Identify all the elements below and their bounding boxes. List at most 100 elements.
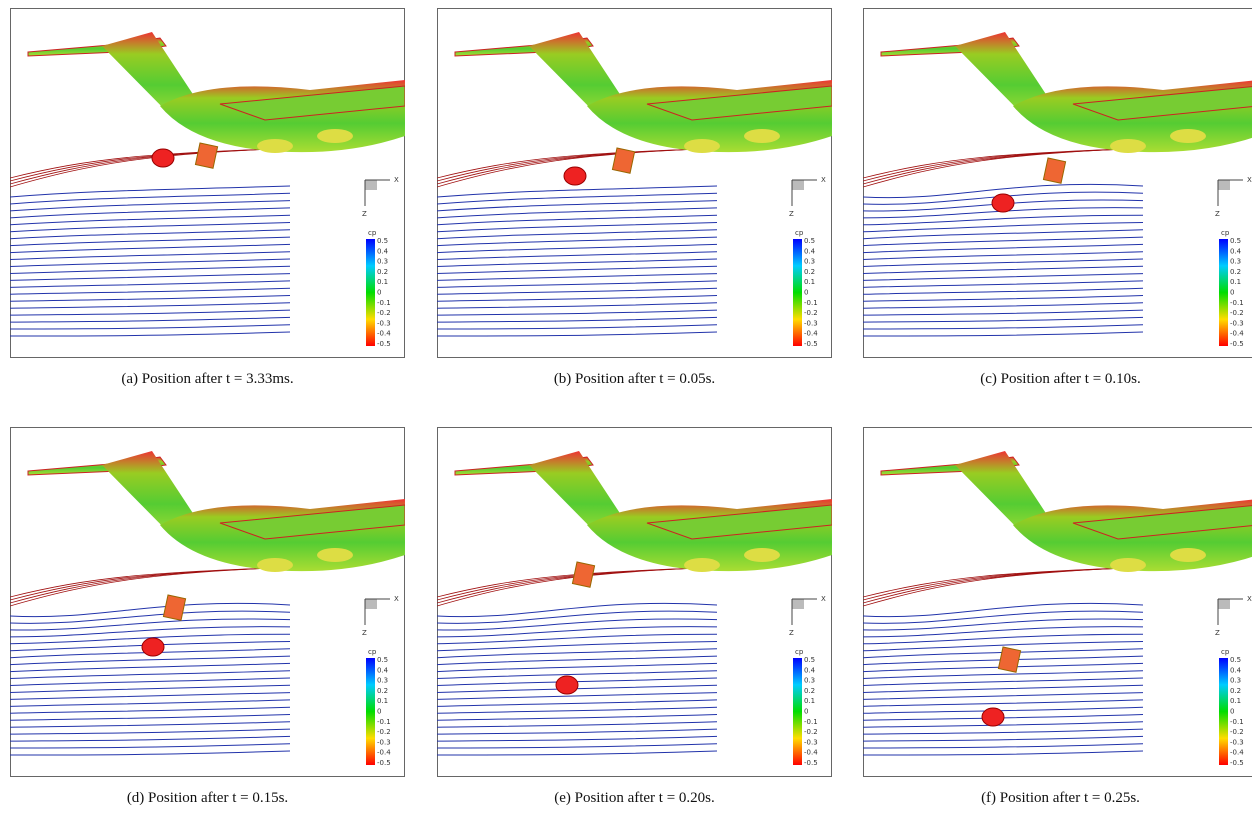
axes-box [1218, 599, 1230, 609]
colorbar-label: -0.3 [377, 319, 391, 327]
caption: (b) Position after t = 0.05s. [437, 371, 832, 388]
colorbar-label: 0.4 [804, 247, 816, 255]
figure: XZcp0.50.40.30.20.10-0.1-0.2-0.3-0.4-0.5… [0, 0, 1252, 814]
caption: (f) Position after t = 0.25s. [863, 790, 1252, 807]
colorbar-label: 0.1 [377, 278, 388, 286]
engine [744, 548, 780, 562]
colorbar-label: -0.4 [1230, 749, 1244, 757]
colorbar-label: 0.3 [377, 258, 388, 266]
colorbar-label: 0 [1230, 289, 1234, 297]
colorbar-label: 0.2 [377, 687, 388, 695]
caption: (c) Position after t = 0.10s. [863, 371, 1252, 388]
colorbar-title: cp [1221, 648, 1230, 656]
store-sphere [982, 708, 1004, 726]
colorbar-label: 0.5 [377, 237, 388, 245]
colorbar-label: -0.5 [1230, 759, 1244, 767]
axis-z-label: Z [362, 629, 367, 637]
colorbar-label: 0.2 [1230, 268, 1241, 276]
colorbar-label: 0.1 [804, 278, 815, 286]
colorbar-label: -0.1 [1230, 299, 1244, 307]
axis-z-label: Z [789, 629, 794, 637]
panel: XZcp0.50.40.30.20.10-0.1-0.2-0.3-0.4-0.5 [437, 427, 832, 777]
store-box [572, 562, 594, 587]
colorbar-title: cp [795, 648, 804, 656]
axes-box [365, 599, 377, 609]
store-box [998, 647, 1020, 672]
colorbar-label: -0.5 [804, 340, 818, 348]
colorbar-label: -0.2 [377, 309, 391, 317]
panel: XZcp0.50.40.30.20.10-0.1-0.2-0.3-0.4-0.5 [10, 427, 405, 777]
engine [684, 139, 720, 153]
axis-z-label: Z [362, 210, 367, 218]
colorbar [1219, 658, 1228, 765]
store-sphere [564, 167, 586, 185]
colorbar-label: -0.1 [804, 718, 818, 726]
axes-box [365, 180, 377, 190]
colorbar-label: 0.3 [1230, 258, 1241, 266]
engine [257, 139, 293, 153]
engine [1110, 558, 1146, 572]
colorbar-label: -0.5 [804, 759, 818, 767]
axis-x-label: X [821, 176, 826, 184]
engine [317, 129, 353, 143]
colorbar-label: -0.5 [377, 340, 391, 348]
axes-box [792, 180, 804, 190]
colorbar-label: 0.1 [377, 697, 388, 705]
colorbar-label: 0.1 [804, 697, 815, 705]
axis-z-label: Z [1215, 210, 1220, 218]
store-box [163, 595, 185, 620]
colorbar-label: 0.4 [377, 666, 389, 674]
colorbar-label: 0 [804, 289, 808, 297]
panel-render: XZcp0.50.40.30.20.10-0.1-0.2-0.3-0.4-0.5 [10, 8, 405, 358]
store-sphere [142, 638, 164, 656]
colorbar-label: 0.2 [1230, 687, 1241, 695]
store-box [612, 148, 634, 173]
colorbar-label: 0.4 [804, 666, 816, 674]
colorbar-label: -0.5 [1230, 340, 1244, 348]
colorbar-label: -0.3 [1230, 738, 1244, 746]
colorbar-label: 0.2 [804, 268, 815, 276]
colorbar-label: 0.5 [377, 656, 388, 664]
panel: XZcp0.50.40.30.20.10-0.1-0.2-0.3-0.4-0.5 [863, 8, 1252, 358]
colorbar-title: cp [368, 229, 377, 237]
colorbar-label: -0.4 [1230, 330, 1244, 338]
colorbar-label: -0.4 [377, 749, 391, 757]
axis-x-label: X [1247, 176, 1252, 184]
axis-z-label: Z [1215, 629, 1220, 637]
colorbar-label: -0.3 [804, 319, 818, 327]
panel-render: XZcp0.50.40.30.20.10-0.1-0.2-0.3-0.4-0.5 [863, 8, 1252, 358]
engine [317, 548, 353, 562]
colorbar-label: 0.1 [1230, 278, 1241, 286]
colorbar [366, 658, 375, 765]
colorbar-label: -0.1 [804, 299, 818, 307]
panel: XZcp0.50.40.30.20.10-0.1-0.2-0.3-0.4-0.5 [437, 8, 832, 358]
colorbar-label: 0 [1230, 708, 1234, 716]
colorbar-label: -0.3 [1230, 319, 1244, 327]
axis-x-label: X [1247, 595, 1252, 603]
colorbar-label: 0.3 [804, 258, 815, 266]
store-box [1043, 158, 1065, 183]
colorbar-label: -0.2 [1230, 728, 1244, 736]
axis-z-label: Z [789, 210, 794, 218]
colorbar-label: 0.3 [804, 677, 815, 685]
panel-render: XZcp0.50.40.30.20.10-0.1-0.2-0.3-0.4-0.5 [10, 427, 405, 777]
engine [1170, 548, 1206, 562]
colorbar-label: -0.2 [377, 728, 391, 736]
colorbar-label: 0 [377, 289, 381, 297]
colorbar-label: -0.1 [1230, 718, 1244, 726]
colorbar-label: 0.3 [377, 677, 388, 685]
engine [744, 129, 780, 143]
colorbar-label: -0.4 [377, 330, 391, 338]
panel: XZcp0.50.40.30.20.10-0.1-0.2-0.3-0.4-0.5 [863, 427, 1252, 777]
colorbar-label: 0.5 [1230, 656, 1241, 664]
engine [257, 558, 293, 572]
axis-x-label: X [394, 595, 399, 603]
colorbar-label: 0 [804, 708, 808, 716]
colorbar-label: 0.5 [804, 237, 815, 245]
colorbar-label: 0.3 [1230, 677, 1241, 685]
colorbar-title: cp [368, 648, 377, 656]
engine [684, 558, 720, 572]
colorbar-label: 0.5 [1230, 237, 1241, 245]
